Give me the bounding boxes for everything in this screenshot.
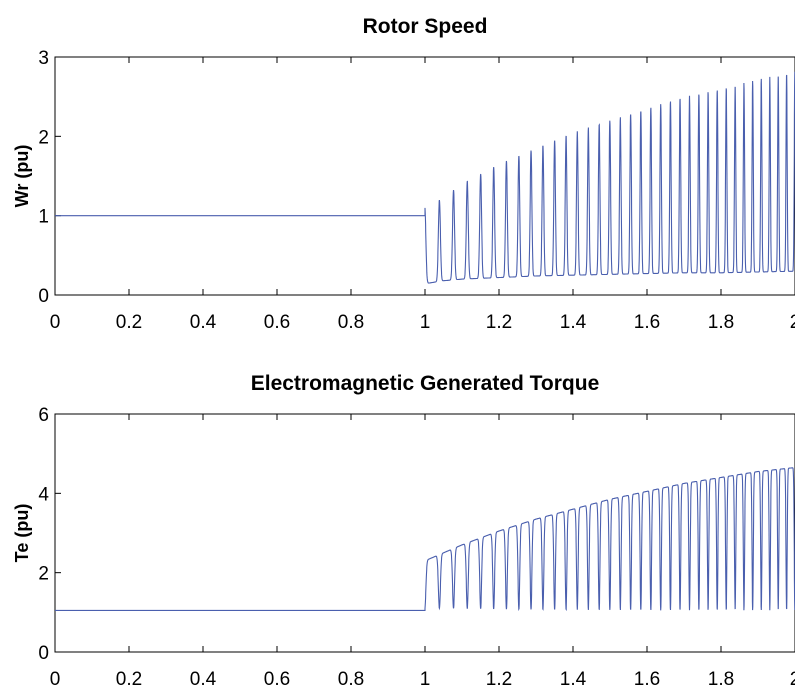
x-tick-label: 2 <box>790 669 795 688</box>
x-tick-label: 1.8 <box>708 669 734 688</box>
x-tick-label: 1.6 <box>634 669 660 688</box>
x-tick-label: 1.4 <box>560 312 587 333</box>
plot-frame <box>54 413 795 653</box>
x-tick-label: 0.4 <box>190 312 217 333</box>
y-tick-label: 4 <box>38 484 49 505</box>
chart-title: Rotor Speed <box>363 15 488 38</box>
y-tick-label: 6 <box>38 405 49 426</box>
x-tick-label: 1.4 <box>560 669 587 688</box>
series-line <box>55 71 795 284</box>
x-tick-label: 1.2 <box>486 669 512 688</box>
x-tick-label: 0.4 <box>190 669 217 688</box>
y-tick-label: 0 <box>38 286 49 307</box>
series-line <box>55 467 795 612</box>
x-tick-label: 1 <box>420 669 431 688</box>
y-axis-label: Wr (pu) <box>12 145 32 208</box>
x-tick-label: 1.8 <box>708 312 734 333</box>
y-axis-label: Te (pu) <box>12 504 32 563</box>
x-tick-label: 1.2 <box>486 312 512 333</box>
x-tick-label: 0.8 <box>338 312 364 333</box>
x-tick-label: 0 <box>50 312 61 333</box>
x-tick-label: 2 <box>790 312 795 333</box>
plot-frame <box>54 56 795 296</box>
x-tick-label: 0.8 <box>338 669 364 688</box>
y-tick-label: 2 <box>38 564 49 585</box>
y-tick-label: 1 <box>38 207 49 228</box>
x-tick-label: 0.2 <box>116 312 142 333</box>
y-tick-label: 2 <box>38 127 49 148</box>
x-tick-label: 0.6 <box>264 312 290 333</box>
y-tick-label: 0 <box>38 643 49 664</box>
chart-title: Electromagnetic Generated Torque <box>251 372 600 395</box>
x-tick-label: 1 <box>420 312 431 333</box>
x-tick-label: 0.6 <box>264 669 290 688</box>
x-tick-label: 0 <box>50 669 61 688</box>
y-tick-label: 3 <box>38 48 49 69</box>
x-tick-label: 0.2 <box>116 669 142 688</box>
x-tick-label: 1.6 <box>634 312 660 333</box>
